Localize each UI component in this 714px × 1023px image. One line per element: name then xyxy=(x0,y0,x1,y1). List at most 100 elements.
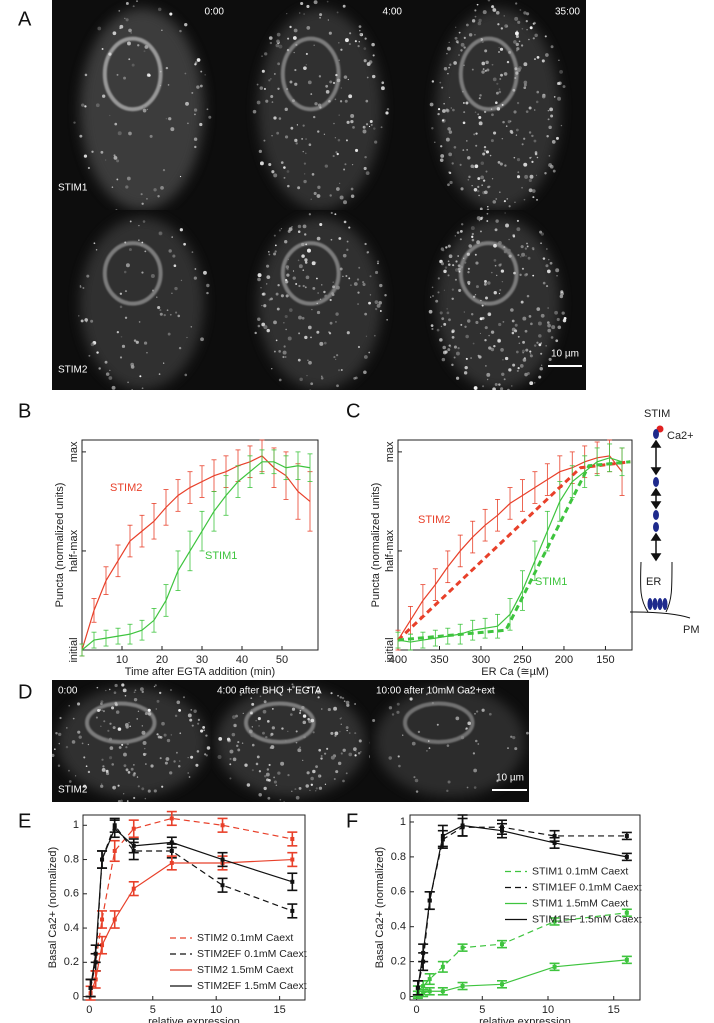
speck xyxy=(158,231,162,235)
speck xyxy=(358,266,361,269)
speck xyxy=(303,162,307,165)
speck xyxy=(376,260,380,263)
legend-label: STIM1 0.1mM Caext xyxy=(532,865,628,877)
speck xyxy=(264,52,268,56)
speck xyxy=(486,208,490,210)
speck xyxy=(187,756,189,759)
speck xyxy=(500,387,504,390)
speck xyxy=(453,345,457,349)
series-line xyxy=(90,827,293,989)
speck xyxy=(482,385,485,388)
series-label: STIM2 xyxy=(110,482,142,494)
speck xyxy=(362,280,365,284)
speck xyxy=(291,683,294,686)
speck xyxy=(363,355,368,359)
speck xyxy=(547,307,549,309)
speck xyxy=(138,239,140,241)
speck xyxy=(267,689,270,693)
speck xyxy=(512,234,516,237)
speck xyxy=(139,375,142,378)
speck xyxy=(102,94,106,98)
speck xyxy=(68,769,70,772)
speck xyxy=(470,164,474,169)
speck xyxy=(255,762,259,766)
speck xyxy=(369,120,373,124)
speck xyxy=(476,240,481,245)
speck xyxy=(196,750,200,753)
y-tick-label: 0 xyxy=(400,990,406,1002)
speck xyxy=(304,335,308,340)
speck xyxy=(284,135,289,139)
speck xyxy=(287,336,292,341)
speck xyxy=(315,765,318,769)
speck xyxy=(237,748,241,752)
speck xyxy=(454,278,457,281)
speck xyxy=(527,256,531,260)
speck xyxy=(358,41,361,43)
speck xyxy=(363,370,367,375)
speck xyxy=(183,242,186,246)
speck xyxy=(332,285,335,289)
speck xyxy=(263,87,266,91)
speck xyxy=(159,309,162,312)
error-bar xyxy=(519,570,525,611)
speck xyxy=(263,700,267,704)
speck xyxy=(59,716,62,720)
speck xyxy=(501,137,504,140)
speck xyxy=(536,56,540,59)
speck xyxy=(521,143,524,146)
speck xyxy=(558,59,560,61)
speck xyxy=(467,283,471,286)
speck xyxy=(258,793,262,797)
speck xyxy=(447,780,451,784)
speck xyxy=(493,258,497,262)
speck xyxy=(473,386,478,390)
speck xyxy=(490,689,492,692)
micrograph xyxy=(52,0,230,210)
speck xyxy=(298,786,302,790)
speck xyxy=(179,175,182,178)
speck xyxy=(478,115,482,119)
speck xyxy=(100,784,104,788)
timestamp: 4:00 xyxy=(383,7,403,18)
speck xyxy=(285,356,287,358)
row-label: STIM1 xyxy=(58,183,88,194)
speck xyxy=(453,145,457,149)
speck xyxy=(194,145,197,149)
speck xyxy=(369,741,370,744)
speck xyxy=(308,213,311,216)
speck xyxy=(443,322,447,326)
speck xyxy=(262,731,265,735)
speck xyxy=(340,48,343,51)
speck xyxy=(150,274,155,279)
plasma-membrane xyxy=(629,611,691,619)
speck xyxy=(273,320,277,325)
point xyxy=(290,908,295,913)
speck xyxy=(119,24,124,29)
speck xyxy=(447,244,451,248)
speck xyxy=(184,373,188,377)
x-tick-label: 40 xyxy=(236,654,248,666)
speck xyxy=(301,705,305,710)
speck xyxy=(98,367,101,370)
speck xyxy=(173,264,177,268)
speck xyxy=(437,277,440,280)
speck xyxy=(518,66,522,70)
speck xyxy=(116,73,119,76)
speck xyxy=(535,100,539,104)
speck xyxy=(205,754,208,757)
speck xyxy=(117,800,121,802)
speck xyxy=(447,46,451,51)
series-line xyxy=(396,460,631,642)
speck xyxy=(398,764,401,768)
speck xyxy=(317,774,322,778)
speck xyxy=(343,220,347,224)
error-bar xyxy=(115,627,121,645)
speck xyxy=(499,191,501,194)
speck xyxy=(337,369,341,372)
speck xyxy=(292,685,295,689)
speck xyxy=(369,275,372,278)
speck xyxy=(448,130,453,134)
speck xyxy=(447,183,450,187)
